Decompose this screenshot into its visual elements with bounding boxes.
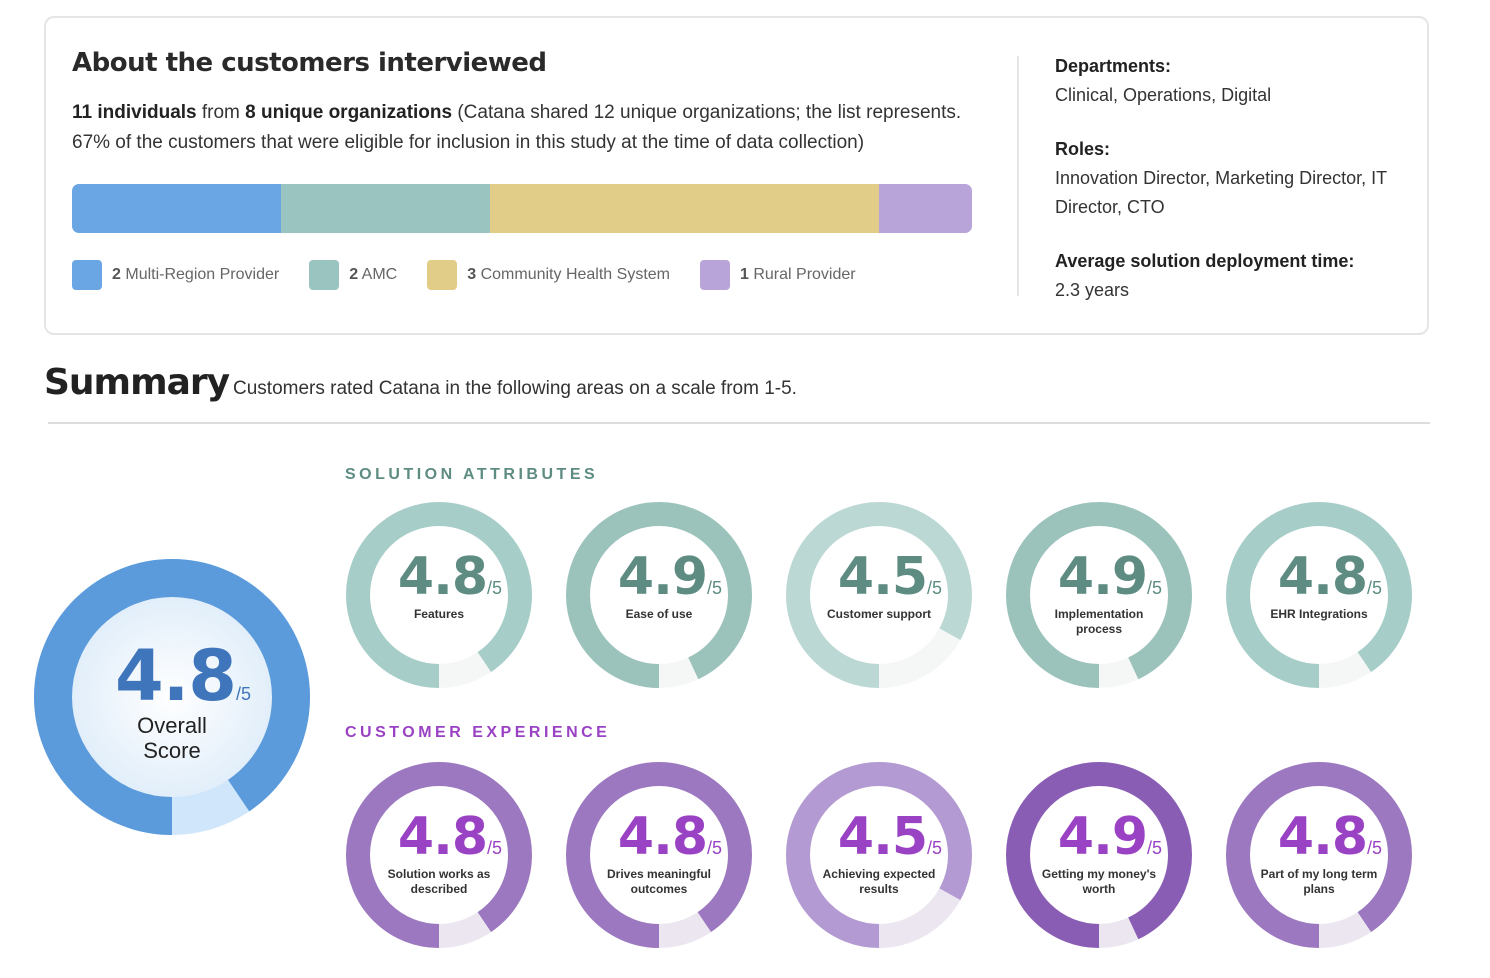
score-denominator: /5 xyxy=(707,578,723,598)
legend-swatch xyxy=(427,260,458,290)
ring-progress xyxy=(786,762,972,948)
legend-label: 3 Community Health System xyxy=(467,266,670,283)
individuals-count: 11 individuals xyxy=(72,102,197,123)
score-value: 4.8 xyxy=(397,807,488,867)
intro-text: from xyxy=(196,102,246,123)
score-value: 4.9 xyxy=(617,547,708,607)
score-denominator: /5 xyxy=(1367,578,1383,598)
ring-progress xyxy=(346,762,532,948)
score-value: 4.8 xyxy=(1277,807,1368,867)
roles-label: Roles: xyxy=(1055,139,1111,159)
bar-segment xyxy=(72,184,282,233)
intro-text-rest: (Catana shared 12 unique organizations; … xyxy=(72,102,962,153)
ring-progress xyxy=(34,559,310,835)
score-value: 4.9 xyxy=(1057,547,1148,607)
customer-details: Departments: Clinical, Operations, Digita… xyxy=(1055,52,1415,330)
departments-label: Departments: xyxy=(1055,56,1172,76)
score-denominator: /5 xyxy=(927,578,943,598)
deployment-label: Average solution deployment time: xyxy=(1055,251,1355,271)
ring-progress xyxy=(566,762,752,948)
score-card: 4.5/5 Achieving expected results xyxy=(816,807,942,897)
summary-subtitle: Customers rated Catana in the following … xyxy=(233,378,797,399)
legend-item: 2 AMC xyxy=(309,260,397,290)
score-card: 4.8/5 Features xyxy=(376,547,502,622)
legend-label: 1 Rural Provider xyxy=(739,266,856,283)
ring-progress xyxy=(1226,762,1412,948)
score-label: Solution works as described xyxy=(387,867,491,896)
bar-segment xyxy=(281,184,491,233)
score-card: 4.8/5 EHR Integrations xyxy=(1256,547,1382,622)
ring-progress xyxy=(1006,502,1192,688)
score-value: 4.8 xyxy=(397,547,488,607)
score-value: 4.5 xyxy=(837,807,928,867)
legend-item: 1 Rural Provider xyxy=(699,260,856,290)
deployment-value: 2.3 years xyxy=(1055,280,1130,300)
legend-label: 2 Multi-Region Provider xyxy=(112,266,280,283)
score-denominator: /5 xyxy=(1367,838,1383,858)
score-label: Ease of use xyxy=(625,607,693,621)
score-value: 4.5 xyxy=(837,547,928,607)
score-card: 4.9/5 Implementation process xyxy=(1036,547,1162,637)
score-denominator: /5 xyxy=(487,578,503,598)
score-card: 4.5/5 Customer support xyxy=(816,547,942,622)
score-card: 4.9/5 Getting my money's worth xyxy=(1036,807,1162,897)
legend-swatch xyxy=(72,260,102,290)
score-value: 4.8 xyxy=(1277,547,1368,607)
score-card: 4.8/5 Solution works as described xyxy=(376,807,502,897)
score-label: Part of my long term plans xyxy=(1260,867,1378,896)
departments-value: Clinical, Operations, Digital xyxy=(1055,85,1272,105)
overall-label: Score xyxy=(143,738,201,763)
summary-title: Summary xyxy=(44,362,230,403)
organization-legend: 2 Multi-Region Provider 2 AMC 3 Community … xyxy=(72,260,856,290)
bar-segment xyxy=(878,184,972,233)
score-card: 4.9/5 Ease of use xyxy=(596,547,722,622)
ring-progress xyxy=(1006,762,1192,948)
score-label: EHR Integrations xyxy=(1270,607,1368,621)
customer-experience-heading: CUSTOMER EXPERIENCE xyxy=(345,724,611,741)
legend-label: 2 AMC xyxy=(349,266,398,283)
score-label: Getting my money's worth xyxy=(1041,867,1157,896)
legend-item: 2 Multi-Region Provider xyxy=(72,260,279,290)
bar-segment xyxy=(490,184,879,233)
about-intro: 11 individuals from 8 unique organizatio… xyxy=(72,98,992,158)
score-value: 4.9 xyxy=(1057,807,1148,867)
score-card: 4.8/5 Overall Score xyxy=(93,635,251,763)
ring-progress xyxy=(1226,502,1412,688)
about-customers-card: About the customers interviewed 11 indiv… xyxy=(44,16,1429,335)
score-label: Drives meaningful outcomes xyxy=(606,867,712,896)
legend-item: 3 Community Health System xyxy=(427,260,670,290)
score-denominator: /5 xyxy=(1147,578,1163,598)
divider xyxy=(1017,56,1019,296)
score-label: Customer support xyxy=(826,607,931,621)
score-card: 4.8/5 Part of my long term plans xyxy=(1256,807,1382,897)
score-label: Features xyxy=(413,607,465,621)
organizations-count: 8 unique organizations xyxy=(245,102,453,123)
ring-progress xyxy=(786,502,972,688)
score-card: 4.8/5 Drives meaningful outcomes xyxy=(596,807,722,897)
score-label: Implementation process xyxy=(1054,607,1144,636)
organization-type-bar xyxy=(72,184,972,233)
score-label: Achieving expected results xyxy=(822,867,936,896)
score-denominator: /5 xyxy=(927,838,943,858)
legend-swatch xyxy=(699,260,730,290)
roles-value: Innovation Director, Marketing Director,… xyxy=(1055,168,1387,217)
score-denominator: /5 xyxy=(707,838,723,858)
score-value: 4.8 xyxy=(114,635,237,717)
overall-label: Overall xyxy=(137,713,207,738)
score-denominator: /5 xyxy=(487,838,503,858)
score-denominator: /5 xyxy=(236,684,252,704)
legend-swatch xyxy=(309,260,340,290)
ring-progress xyxy=(566,502,752,688)
score-value: 4.8 xyxy=(617,807,708,867)
ring-progress xyxy=(346,502,532,688)
score-denominator: /5 xyxy=(1147,838,1163,858)
solution-attributes-heading: SOLUTION ATTRIBUTES xyxy=(345,466,599,483)
about-title: About the customers interviewed xyxy=(72,48,547,78)
summary-divider xyxy=(48,422,1430,424)
